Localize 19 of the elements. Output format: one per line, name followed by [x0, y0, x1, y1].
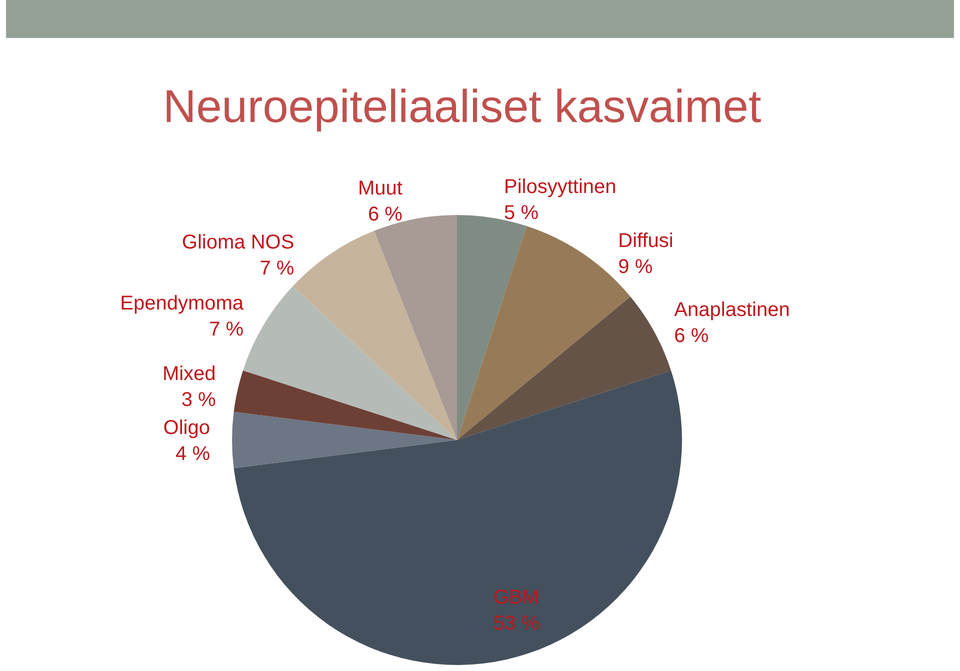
data-label: 3 % — [181, 388, 216, 411]
slice-label: GBM — [493, 586, 539, 609]
slice-label: Ependymoma — [120, 292, 244, 314]
data-label: 6 % — [368, 203, 403, 226]
data-label: 7 % — [260, 257, 294, 280]
slice-label: Mixed — [162, 362, 216, 385]
data-label: 4 % — [176, 442, 210, 465]
data-label: 53 % — [493, 612, 540, 635]
data-label: 9 % — [618, 256, 653, 278]
chart-title: Neuroepiteliaaliset kasvaimet — [163, 80, 762, 132]
data-label: 5 % — [504, 202, 539, 224]
data-label: 6 % — [674, 324, 709, 347]
slice-label: Muut — [358, 177, 403, 200]
slice-label: Pilosyyttinen — [504, 176, 616, 198]
slice-label: Oligo — [163, 416, 210, 439]
slice-label: Glioma NOS — [182, 231, 294, 254]
slice-label: Diffusi — [618, 230, 674, 252]
data-label: 7 % — [209, 318, 244, 340]
slice-label: Anaplastinen — [674, 298, 790, 321]
